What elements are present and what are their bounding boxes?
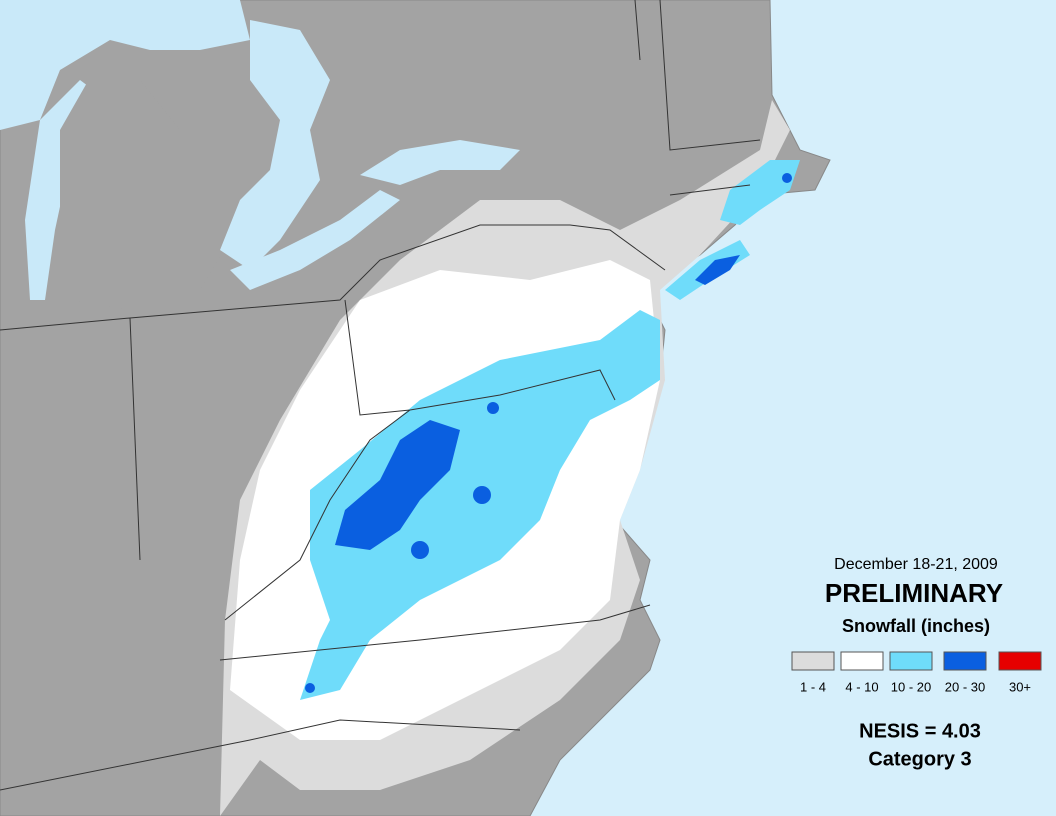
snow-10-20 <box>665 160 800 300</box>
legend-swatch <box>840 651 884 671</box>
snow-20-30 <box>782 173 792 183</box>
snow-20-30 <box>335 420 460 550</box>
nesis: NESIS = 4.03 <box>859 720 981 742</box>
legend-label: 20 - 30 <box>945 679 985 694</box>
status: PRELIMINARY <box>825 578 1003 608</box>
legend-label: 1 - 4 <box>800 679 826 694</box>
lake <box>360 140 520 185</box>
legend-label: 10 - 20 <box>891 679 931 694</box>
legend-swatch <box>943 651 987 671</box>
snow-20-30 <box>695 255 740 285</box>
category: Category 3 <box>868 748 971 770</box>
legend: December 18-21, 2009 PRELIMINARY Snowfal… <box>791 556 1042 770</box>
legend-swatch <box>998 651 1042 671</box>
legend-swatch <box>791 651 835 671</box>
legend-label: 4 - 10 <box>845 679 878 694</box>
lake <box>220 20 330 270</box>
legend-label: 30+ <box>1009 679 1031 694</box>
snow-20-30 <box>411 541 429 559</box>
legend-swatch <box>889 651 933 671</box>
lake <box>230 190 400 290</box>
state-border <box>0 0 761 791</box>
snow-20-30 <box>473 486 491 504</box>
lake <box>60 60 230 310</box>
snow-20-30 <box>487 402 499 414</box>
subtitle: Snowfall (inches) <box>842 616 990 636</box>
dates: December 18-21, 2009 <box>834 556 998 573</box>
lake <box>0 0 250 130</box>
snow-20-30 <box>305 683 315 693</box>
snow-10-20 <box>300 310 660 700</box>
